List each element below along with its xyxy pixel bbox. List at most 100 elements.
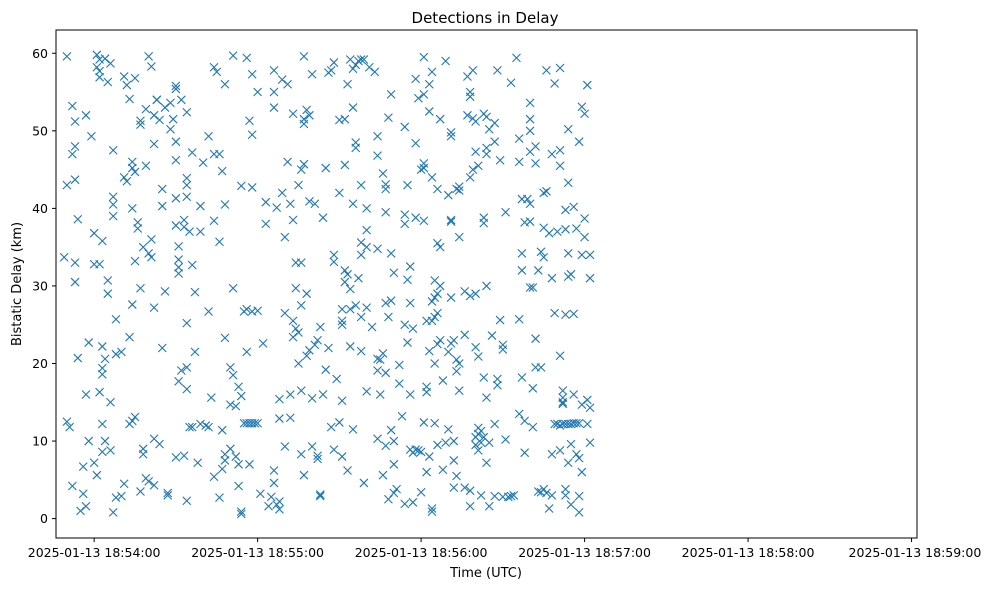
- data-point: [168, 114, 178, 124]
- data-point: [266, 492, 276, 502]
- data-point: [525, 217, 535, 226]
- data-point: [73, 214, 83, 224]
- data-point: [362, 242, 372, 252]
- plot-frame: [55, 29, 918, 539]
- data-point: [351, 143, 361, 153]
- data-point: [356, 346, 366, 356]
- data-point: [269, 65, 279, 75]
- data-point: [89, 228, 99, 238]
- data-point: [422, 467, 431, 477]
- data-point: [264, 501, 273, 511]
- data-point: [411, 138, 421, 148]
- data-point: [419, 216, 429, 226]
- data-point: [430, 312, 440, 322]
- data-point: [340, 277, 350, 287]
- data-point: [234, 481, 243, 491]
- data-point: [482, 112, 491, 122]
- data-point: [296, 300, 306, 310]
- data-point: [136, 283, 145, 293]
- data-point: [566, 439, 576, 449]
- data-point: [111, 493, 121, 503]
- data-point: [555, 63, 565, 73]
- data-point: [92, 62, 102, 72]
- data-point: [373, 434, 382, 444]
- data-point: [547, 490, 557, 500]
- data-point: [493, 65, 502, 75]
- data-point: [247, 69, 257, 79]
- data-point: [206, 393, 216, 403]
- data-point: [400, 210, 410, 219]
- data-point: [302, 105, 312, 115]
- data-point: [185, 422, 194, 432]
- data-point: [97, 369, 107, 379]
- data-point: [119, 72, 129, 81]
- data-point: [427, 297, 437, 306]
- data-point: [378, 470, 388, 480]
- data-point: [449, 335, 459, 345]
- data-point: [569, 390, 579, 399]
- data-point: [103, 276, 113, 285]
- data-point: [318, 390, 328, 399]
- data-point: [310, 340, 320, 350]
- data-point: [108, 200, 118, 209]
- data-point: [433, 308, 442, 318]
- data-point: [354, 273, 363, 283]
- data-point: [62, 180, 72, 190]
- data-point: [196, 227, 205, 237]
- data-point: [427, 172, 437, 182]
- data-point: [291, 324, 301, 333]
- data-point: [574, 453, 584, 463]
- data-point: [277, 188, 287, 198]
- data-point: [100, 354, 110, 364]
- data-point: [313, 451, 322, 461]
- data-point: [585, 438, 595, 447]
- data-point: [452, 355, 461, 365]
- data-point: [228, 370, 238, 380]
- data-point: [359, 478, 369, 488]
- data-point: [441, 438, 451, 447]
- data-point: [585, 273, 595, 283]
- data-point: [454, 186, 464, 195]
- data-point: [381, 207, 391, 217]
- data-point: [514, 314, 524, 324]
- data-point: [370, 67, 380, 77]
- data-point: [446, 217, 456, 226]
- data-point: [97, 236, 107, 246]
- data-point: [375, 390, 385, 399]
- data-point: [81, 501, 91, 511]
- data-point: [476, 438, 486, 447]
- data-point: [179, 215, 189, 225]
- data-point: [285, 199, 295, 209]
- data-point: [446, 293, 456, 302]
- data-point: [427, 507, 437, 517]
- data-point: [70, 175, 80, 185]
- data-point: [198, 158, 208, 168]
- data-point: [386, 425, 396, 435]
- x-tick-label: 2025-01-13 18:54:00: [28, 545, 161, 560]
- data-point: [92, 50, 102, 60]
- data-point: [563, 458, 573, 468]
- y-tick-label: 20: [32, 356, 48, 371]
- data-point: [405, 298, 415, 308]
- data-point: [539, 188, 549, 198]
- data-point: [547, 449, 557, 459]
- data-point: [356, 55, 366, 64]
- data-point: [525, 199, 535, 209]
- data-point: [416, 487, 426, 497]
- data-point: [106, 445, 115, 455]
- data-point: [528, 283, 538, 292]
- data-point: [78, 489, 88, 499]
- data-point: [283, 79, 292, 89]
- data-point: [261, 197, 271, 207]
- data-point: [539, 484, 549, 494]
- data-point: [533, 487, 543, 496]
- data-point: [348, 425, 358, 434]
- data-point: [555, 445, 565, 455]
- data-point: [122, 80, 132, 90]
- data-point: [67, 101, 77, 111]
- data-point: [351, 300, 361, 310]
- data-point: [381, 184, 391, 194]
- data-point: [547, 149, 557, 159]
- data-point: [220, 200, 230, 209]
- data-point: [509, 490, 519, 500]
